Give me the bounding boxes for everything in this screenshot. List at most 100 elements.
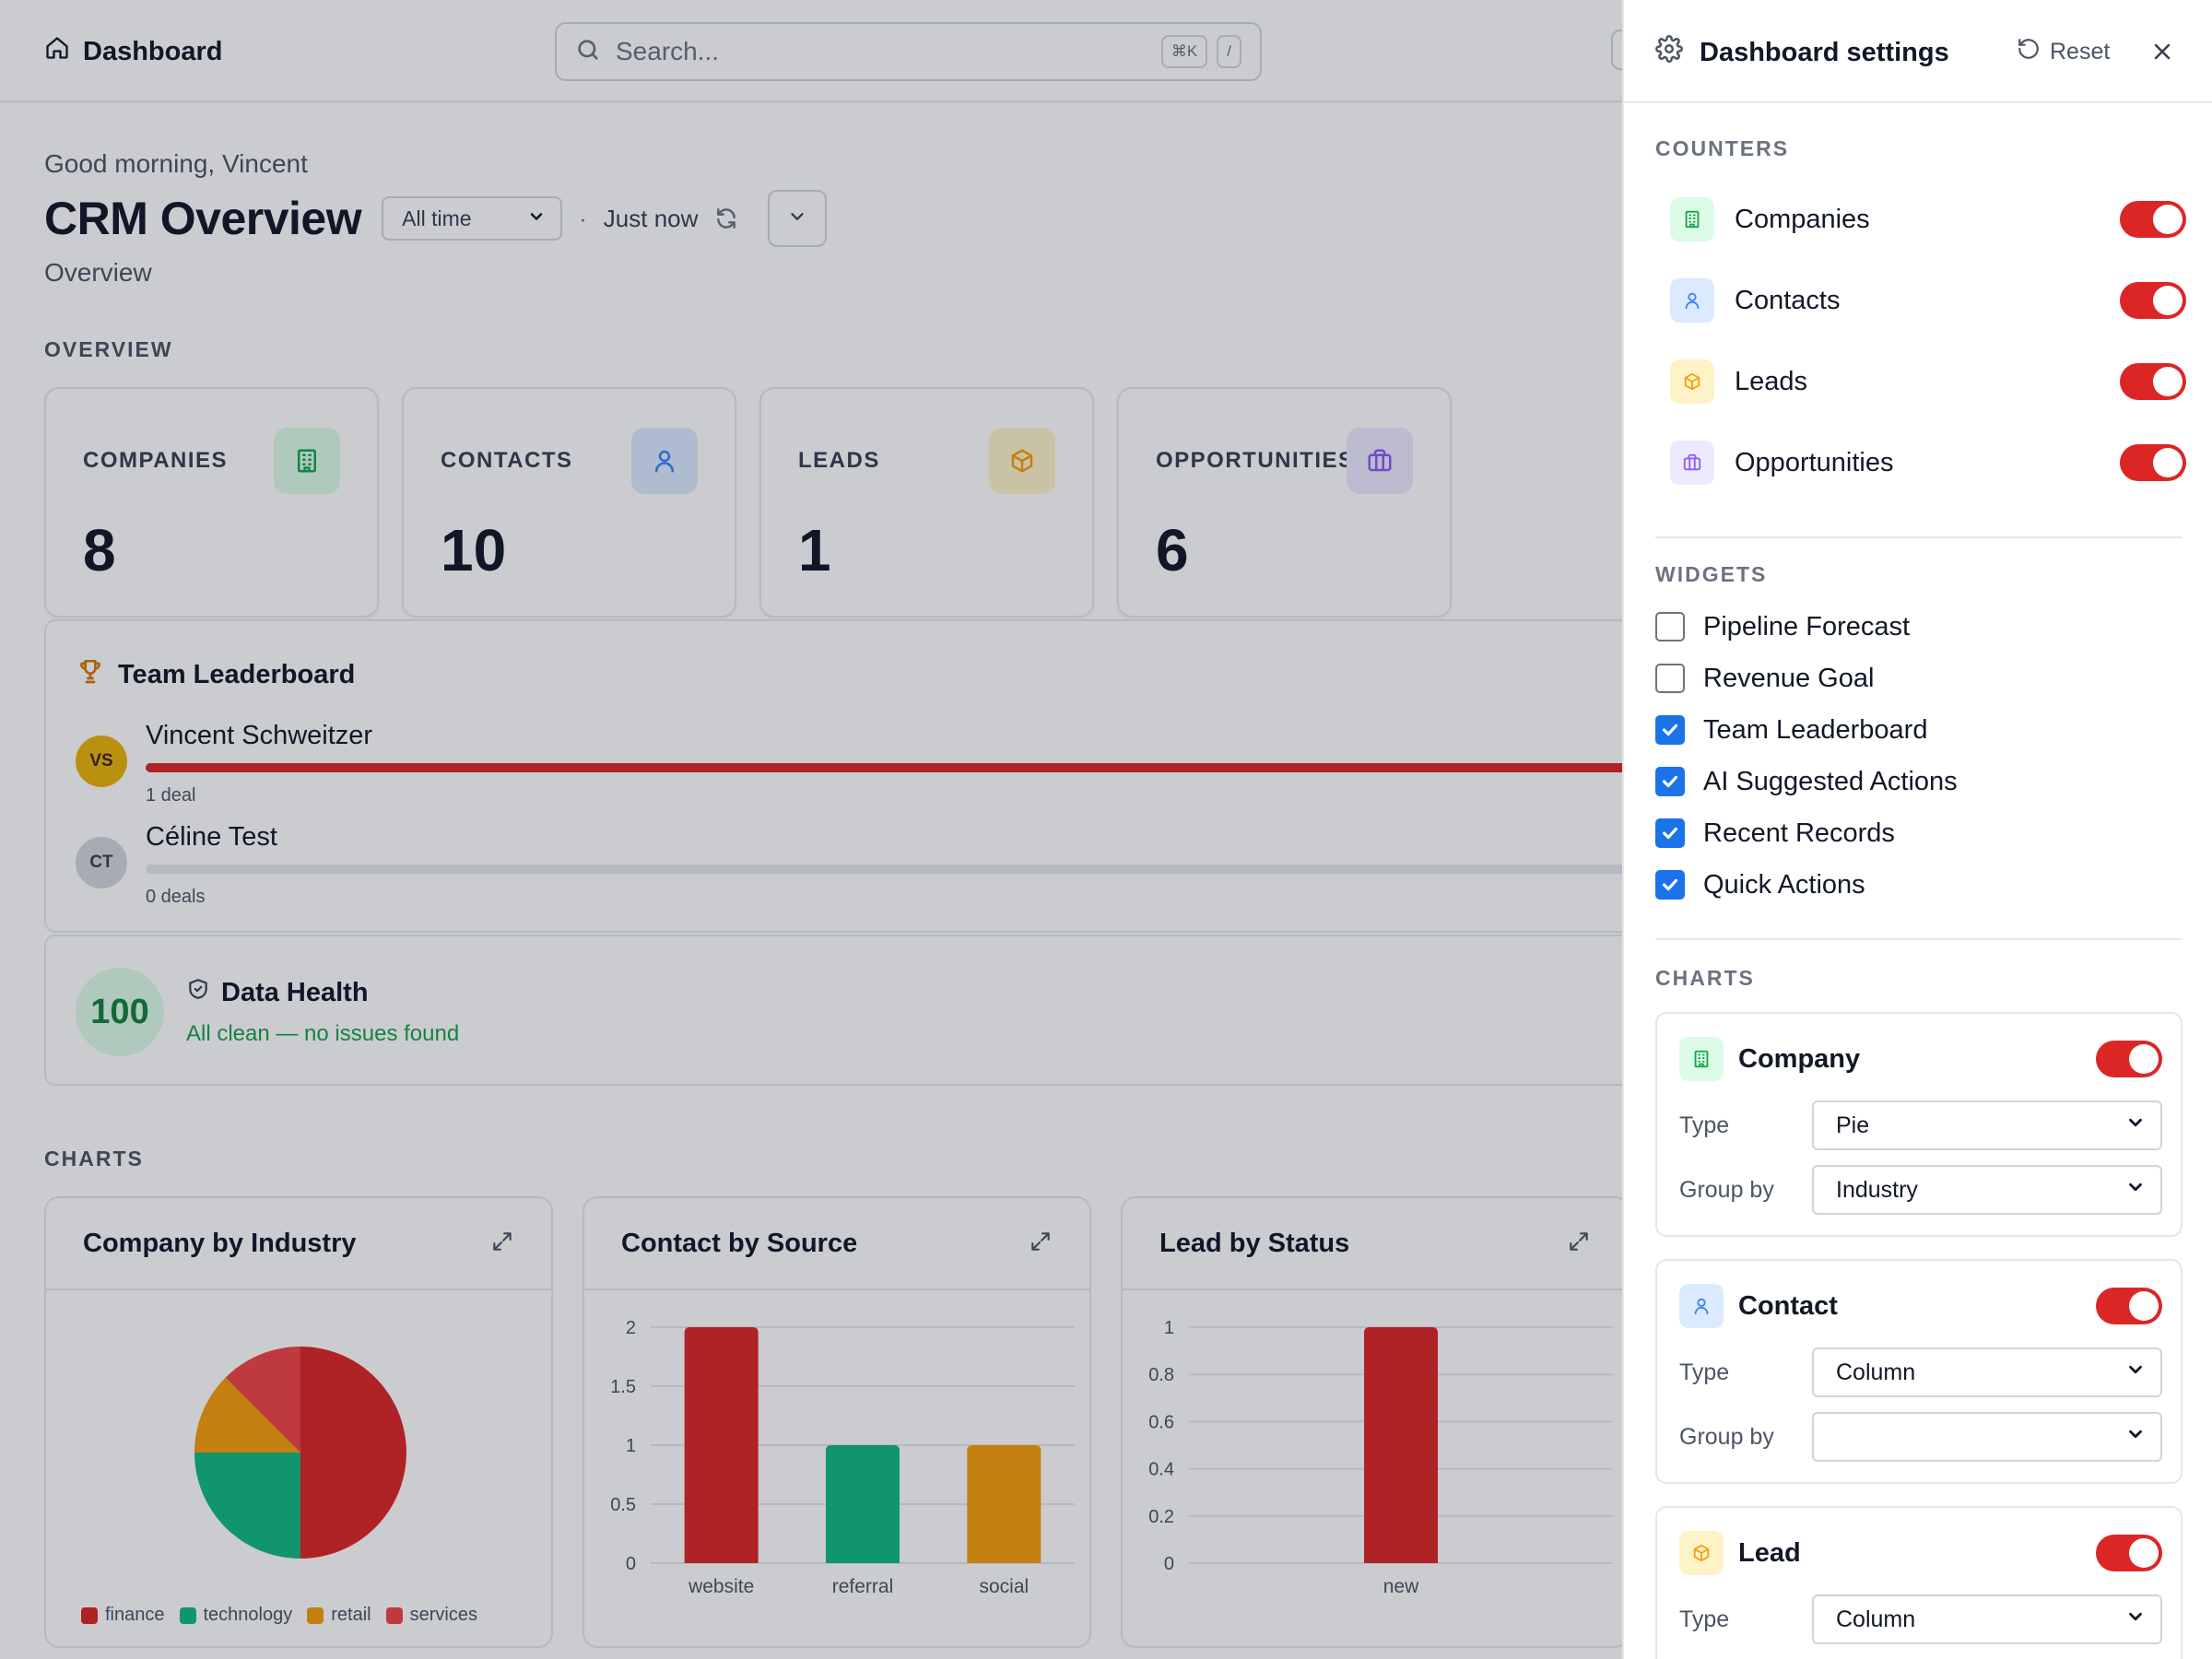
stat-value: 1 xyxy=(798,517,831,583)
counter-label: Opportunities xyxy=(1735,447,1894,477)
stat-card-opportunities[interactable]: OPPORTUNITIES 6 xyxy=(1117,387,1452,618)
chart-header: Company by Industry xyxy=(46,1198,551,1290)
legend-label: finance xyxy=(105,1605,165,1625)
leaderboard-progress-bar xyxy=(146,763,1665,772)
chart-type-select[interactable]: Pie xyxy=(1812,1100,2162,1150)
counter-toggle-companies[interactable] xyxy=(2120,201,2186,238)
widgets-section-label: WIDGETS xyxy=(1655,562,1768,586)
x-tick-label: website xyxy=(688,1576,754,1597)
chart-toggle-contact[interactable] xyxy=(2096,1288,2162,1324)
legend-item: finance xyxy=(81,1605,165,1626)
chevron-down-icon xyxy=(787,206,807,231)
x-tick-label: new xyxy=(1383,1576,1419,1597)
stat-label: LEADS xyxy=(798,448,880,473)
chevron-down-icon xyxy=(527,206,546,231)
widget-option-quick-actions[interactable]: Quick Actions xyxy=(1655,866,1865,903)
chart-setting-header: Company xyxy=(1679,1036,2162,1082)
gear-icon xyxy=(1655,35,1683,70)
counter-row-opportunities: Opportunities xyxy=(1670,439,2186,487)
checkbox[interactable] xyxy=(1655,767,1685,796)
bar-new xyxy=(1364,1327,1438,1563)
chart-groupby-row: Group by Industry xyxy=(1679,1165,2162,1215)
shortcut-hint-slash: / xyxy=(1217,35,1241,68)
bar-chart: 0 0.5 1 1.5 2 website referral social xyxy=(610,1318,1075,1597)
close-icon[interactable] xyxy=(2149,39,2175,69)
counter-label: Leads xyxy=(1735,366,1808,396)
last-updated: Just now xyxy=(603,204,699,232)
leaderboard-row[interactable]: VS Vincent Schweitzer 1 deal xyxy=(76,717,1665,809)
stat-card-contacts[interactable]: CONTACTS 10 xyxy=(402,387,736,618)
select-value: Column xyxy=(1836,1359,1916,1385)
briefcase-icon xyxy=(1347,428,1413,494)
brand-link[interactable]: Dashboard xyxy=(44,35,222,68)
box-icon xyxy=(1670,359,1714,404)
building-icon xyxy=(274,428,340,494)
select-value: Industry xyxy=(1836,1176,1918,1203)
counter-row-companies: Companies xyxy=(1670,195,2186,243)
legend-label: retail xyxy=(331,1605,371,1625)
expand-icon[interactable] xyxy=(1029,1230,1053,1258)
stat-label: CONTACTS xyxy=(441,448,573,473)
options-dropdown-button[interactable] xyxy=(768,190,828,247)
y-tick-label: 0.6 xyxy=(1148,1412,1174,1432)
chart-type-select[interactable]: Column xyxy=(1812,1347,2162,1397)
bar-website xyxy=(684,1327,759,1563)
stat-card-leads[interactable]: LEADS 1 xyxy=(759,387,1094,618)
bar-referral xyxy=(826,1445,900,1563)
x-tick-label: social xyxy=(979,1576,1029,1597)
legend-swatch xyxy=(179,1606,196,1624)
chart-groupby-row: Group by xyxy=(1679,1412,2162,1462)
widget-option-team-leaderboard[interactable]: Team Leaderboard xyxy=(1655,712,1927,748)
chart-groupby-select[interactable] xyxy=(1812,1412,2162,1462)
legend-label: technology xyxy=(203,1605,293,1625)
chart-groupby-select[interactable]: Industry xyxy=(1812,1165,2162,1215)
counters-section-label: COUNTERS xyxy=(1655,136,1790,160)
leaderboard-row[interactable]: CT Céline Test 0 deals xyxy=(76,818,1665,911)
stat-card-companies[interactable]: COMPANIES 8 xyxy=(44,387,379,618)
chart-setting-name: Company xyxy=(1738,1043,1861,1074)
y-tick-label: 1 xyxy=(626,1436,636,1456)
counter-label: Contacts xyxy=(1735,285,1841,315)
time-range-select[interactable]: All time xyxy=(382,196,563,241)
chart-header: Lead by Status xyxy=(1123,1198,1628,1290)
chart-type-select[interactable]: Column xyxy=(1812,1594,2162,1644)
widget-label: Team Leaderboard xyxy=(1703,714,1928,745)
checkbox[interactable] xyxy=(1655,715,1685,745)
counter-toggle-opportunities[interactable] xyxy=(2120,444,2186,481)
widget-label: AI Suggested Actions xyxy=(1703,766,1958,796)
chart-setting-header: Lead xyxy=(1679,1530,2162,1576)
widget-option-ai-suggested-actions[interactable]: AI Suggested Actions xyxy=(1655,763,1958,800)
checkbox[interactable] xyxy=(1655,870,1685,900)
chevron-down-icon xyxy=(2125,1424,2146,1451)
checkbox[interactable] xyxy=(1655,664,1685,693)
chart-toggle-company[interactable] xyxy=(2096,1041,2162,1077)
shortcut-hint: ⌘K xyxy=(1160,35,1208,68)
chart-type-row: Type Column xyxy=(1679,1594,2162,1644)
search-input[interactable]: Search... ⌘K / xyxy=(555,22,1262,81)
checkbox[interactable] xyxy=(1655,612,1685,641)
widget-option-pipeline-forecast[interactable]: Pipeline Forecast xyxy=(1655,608,1910,645)
chart-setting-contact: Contact Type Column Group by xyxy=(1655,1259,2183,1484)
counter-toggle-contacts[interactable] xyxy=(2120,282,2186,319)
y-tick-label: 1.5 xyxy=(610,1377,636,1397)
y-tick-label: 0.5 xyxy=(610,1495,636,1515)
charts-section-label: CHARTS xyxy=(44,1147,144,1171)
pie-slice-finance xyxy=(300,1347,406,1559)
groupby-label: Group by xyxy=(1679,1423,1774,1450)
type-label: Type xyxy=(1679,1359,1730,1385)
type-label: Type xyxy=(1679,1112,1730,1138)
building-icon xyxy=(1679,1037,1724,1081)
refresh-icon[interactable] xyxy=(714,206,738,230)
widget-option-revenue-goal[interactable]: Revenue Goal xyxy=(1655,660,1874,697)
chart-toggle-lead[interactable] xyxy=(2096,1535,2162,1571)
expand-icon[interactable] xyxy=(1567,1230,1591,1258)
reset-button[interactable]: Reset xyxy=(2017,37,2110,67)
expand-icon[interactable] xyxy=(490,1230,514,1258)
groupby-label: Group by xyxy=(1679,1176,1774,1203)
check-icon xyxy=(1662,878,1678,891)
widget-option-recent-records[interactable]: Recent Records xyxy=(1655,815,1895,852)
chart-card-contact: Contact by Source 0 0.5 1 1.5 2 website referr… xyxy=(582,1196,1091,1648)
counter-toggle-leads[interactable] xyxy=(2120,363,2186,400)
chart-setting-name: Lead xyxy=(1738,1537,1801,1568)
checkbox[interactable] xyxy=(1655,818,1685,848)
